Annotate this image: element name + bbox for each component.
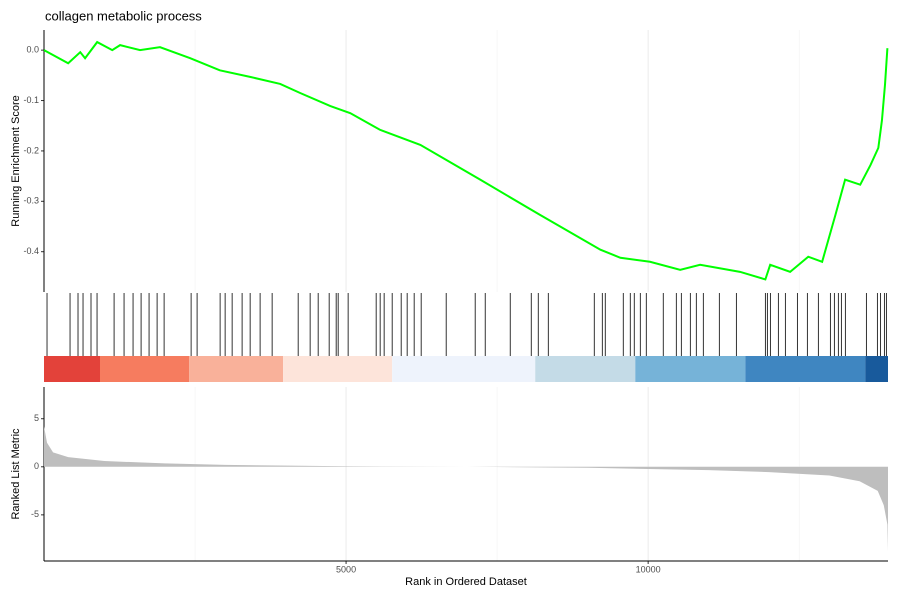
rank-band bbox=[635, 356, 746, 382]
rank-band bbox=[283, 356, 393, 382]
y-axis-label: Running Enrichment Score bbox=[10, 95, 22, 226]
y-tick-label: -5 bbox=[31, 509, 39, 519]
y-axis-label: Ranked List Metric bbox=[10, 428, 22, 520]
x-tick-label: 5000 bbox=[336, 564, 356, 574]
x-axis-label: Rank in Ordered Dataset bbox=[405, 576, 527, 588]
y-tick-label: -0.1 bbox=[23, 95, 39, 105]
metric-area bbox=[44, 426, 888, 552]
x-tick-label: 10000 bbox=[636, 564, 661, 574]
rank-band bbox=[189, 356, 284, 382]
y-tick-label: -0.3 bbox=[23, 196, 39, 206]
rank-band bbox=[100, 356, 190, 382]
y-tick-label: -0.4 bbox=[23, 246, 39, 256]
y-tick-label: 5 bbox=[34, 413, 39, 423]
rank-band bbox=[865, 356, 888, 382]
rank-band bbox=[44, 356, 101, 382]
y-tick-label: 0.0 bbox=[26, 45, 39, 55]
y-tick-label: -0.2 bbox=[23, 145, 39, 155]
rank-band bbox=[535, 356, 636, 382]
chart-title: collagen metabolic process bbox=[45, 8, 202, 23]
enrichment-line bbox=[43, 40, 889, 281]
rank-band bbox=[745, 356, 866, 382]
rank-band bbox=[392, 356, 536, 382]
y-tick-label: 0 bbox=[34, 461, 39, 471]
